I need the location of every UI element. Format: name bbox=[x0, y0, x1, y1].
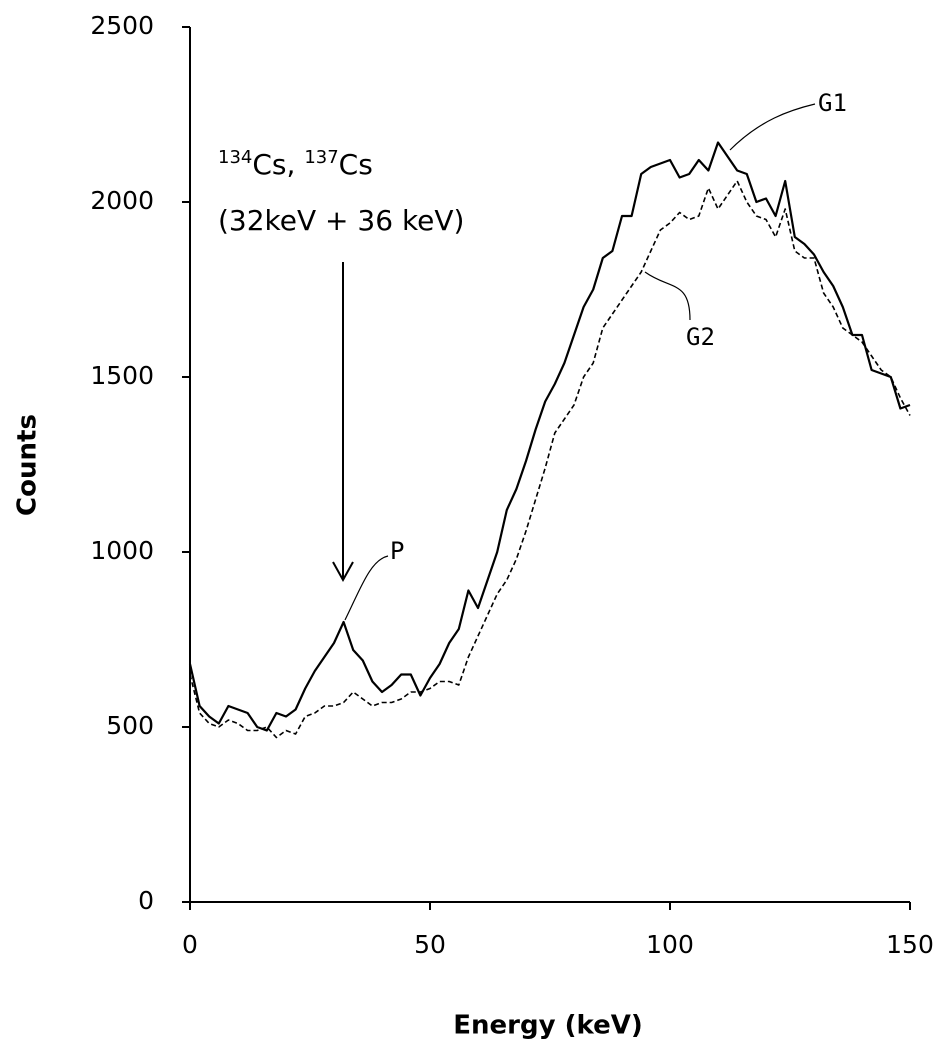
x-tick-label: 50 bbox=[414, 930, 446, 959]
leader-g2 bbox=[644, 271, 691, 321]
leader-p bbox=[344, 555, 389, 621]
y-axis-title: Counts bbox=[13, 414, 43, 516]
x-tick-label: 0 bbox=[182, 930, 198, 959]
mass-number: 134 bbox=[218, 147, 252, 168]
element: Cs, bbox=[252, 148, 304, 181]
leader-g1 bbox=[729, 103, 816, 151]
arrow-head bbox=[332, 561, 354, 583]
x-axis-title: Energy (keV) bbox=[453, 1011, 642, 1041]
y-tick-label: 2500 bbox=[90, 11, 154, 40]
series-line bbox=[189, 180, 911, 739]
y-tick-label: 0 bbox=[138, 886, 154, 915]
element: Cs bbox=[339, 148, 373, 181]
y-tick-label: 500 bbox=[106, 711, 154, 740]
energy-annotation: (32keV + 36 keV) bbox=[218, 204, 464, 237]
series-label: G1 bbox=[818, 89, 847, 117]
x-tick-label: 150 bbox=[886, 930, 934, 959]
peak-label: P bbox=[390, 537, 404, 565]
x-tick-label: 100 bbox=[646, 930, 694, 959]
series-line bbox=[188, 141, 911, 732]
isotope-annotation: 134Cs, 137Cs bbox=[218, 147, 373, 181]
mass-number: 137 bbox=[304, 147, 338, 168]
y-tick-label: 1000 bbox=[90, 536, 154, 565]
y-tick-label: 2000 bbox=[90, 186, 154, 215]
y-tick-label: 1500 bbox=[90, 361, 154, 390]
series-label: G2 bbox=[686, 323, 715, 351]
